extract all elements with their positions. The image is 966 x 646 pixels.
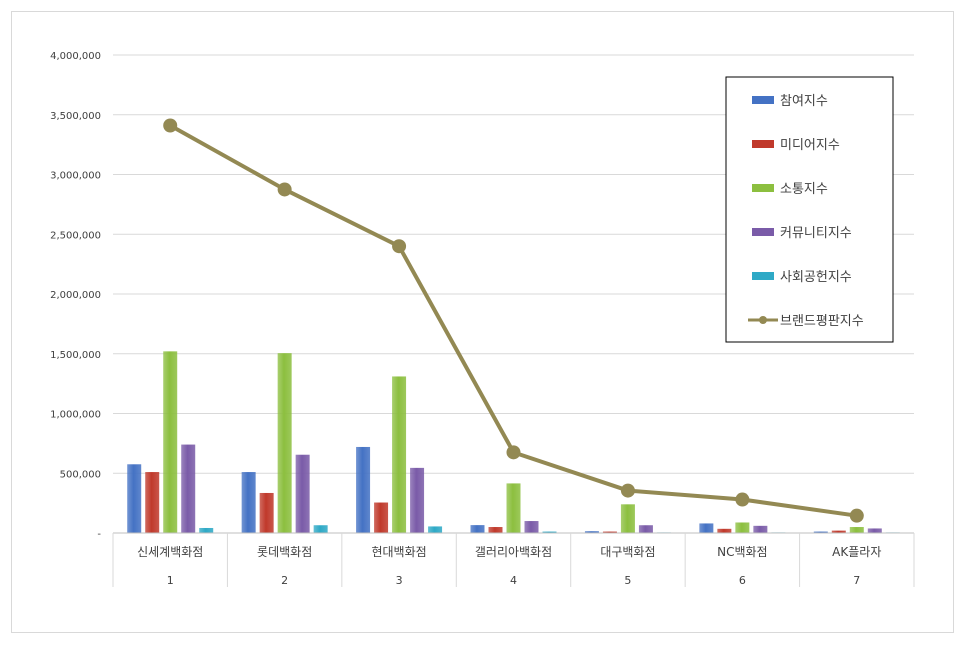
legend-swatch: [752, 140, 774, 148]
legend-label: 미디어지수: [780, 138, 840, 153]
x-index-label: 5: [624, 574, 631, 587]
y-tick-label: 1,000,000: [50, 410, 101, 421]
bar-소통지수-신세계백화점: [163, 351, 178, 533]
legend-label: 소통지수: [780, 182, 828, 197]
bar-미디어지수-AK플라자: [831, 530, 846, 533]
bar-커뮤니티지수-NC백화점: [753, 525, 768, 533]
bar-참여지수-롯데백화점: [241, 472, 256, 533]
legend-swatch: [752, 228, 774, 236]
y-tick-label: 500,000: [60, 469, 101, 480]
bar-커뮤니티지수-AK플라자: [867, 528, 882, 533]
point-브랜드평판지수-신세계백화점: [163, 118, 178, 133]
bar-참여지수-신세계백화점: [127, 464, 142, 533]
bar-사회공헌지수-갤러리아백화점: [542, 531, 557, 533]
x-index-label: 2: [281, 574, 288, 587]
point-브랜드평판지수-NC백화점: [735, 492, 750, 507]
x-category-label: 롯데백화점: [257, 545, 312, 559]
bar-커뮤니티지수-갤러리아백화점: [524, 521, 539, 533]
x-category-label: AK플라자: [832, 545, 881, 559]
bar-커뮤니티지수-현대백화점: [410, 467, 425, 533]
bar-사회공헌지수-신세계백화점: [199, 527, 214, 533]
legend-box: [725, 76, 894, 343]
legend-swatch: [752, 184, 774, 192]
bar-미디어지수-롯데백화점: [259, 492, 274, 533]
bar-미디어지수-신세계백화점: [145, 472, 160, 533]
x-index-label: 7: [853, 574, 860, 587]
bar-series: [127, 351, 900, 533]
bar-참여지수-AK플라자: [813, 531, 828, 533]
bar-미디어지수-갤러리아백화점: [488, 527, 503, 533]
point-브랜드평판지수-대구백화점: [620, 483, 635, 498]
bar-소통지수-현대백화점: [392, 376, 407, 533]
bar-미디어지수-대구백화점: [602, 531, 617, 533]
bar-커뮤니티지수-대구백화점: [638, 525, 653, 533]
legend-swatch: [752, 272, 774, 280]
legend-swatch-marker: [759, 316, 767, 324]
legend-label: 브랜드평판지수: [780, 314, 864, 329]
y-tick-label: 4,000,000: [50, 51, 101, 62]
bar-소통지수-NC백화점: [735, 522, 750, 533]
bar-참여지수-갤러리아백화점: [470, 525, 485, 533]
bar-커뮤니티지수-롯데백화점: [295, 454, 310, 533]
x-index-label: 6: [739, 574, 746, 587]
point-브랜드평판지수-갤러리아백화점: [506, 445, 521, 460]
x-index-label: 4: [510, 574, 517, 587]
bar-참여지수-대구백화점: [584, 531, 599, 533]
legend-label: 커뮤니티지수: [780, 226, 852, 241]
x-category-label: 대구백화점: [600, 545, 655, 559]
x-index-label: 1: [167, 574, 174, 587]
legend-swatch: [752, 96, 774, 104]
y-axis-tick-labels: - 500,000 1,000,000 1,500,000 2,000,000 2,500…: [50, 51, 101, 540]
y-tick-label: 2,500,000: [50, 230, 101, 241]
point-브랜드평판지수-AK플라자: [849, 508, 864, 523]
bar-사회공헌지수-현대백화점: [428, 526, 443, 533]
y-tick-label: 3,500,000: [50, 111, 101, 122]
bar-소통지수-대구백화점: [620, 504, 635, 533]
y-tick-label: -: [97, 529, 101, 540]
bar-소통지수-갤러리아백화점: [506, 483, 521, 533]
bar-커뮤니티지수-신세계백화점: [181, 444, 196, 533]
bar-미디어지수-NC백화점: [717, 528, 732, 533]
bar-미디어지수-현대백화점: [374, 502, 389, 533]
y-tick-label: 2,000,000: [50, 290, 101, 301]
point-브랜드평판지수-롯데백화점: [277, 182, 292, 197]
y-tick-label: 1,500,000: [50, 350, 101, 361]
bar-소통지수-롯데백화점: [277, 353, 292, 533]
bar-참여지수-현대백화점: [356, 446, 371, 533]
x-category-label: 갤러리아백화점: [475, 545, 552, 559]
bar-소통지수-AK플라자: [849, 527, 864, 533]
line-series: [163, 118, 864, 523]
x-category-label: NC백화점: [717, 545, 767, 559]
y-tick-label: 3,000,000: [50, 171, 101, 182]
bar-참여지수-NC백화점: [699, 523, 714, 533]
bar-사회공헌지수-롯데백화점: [313, 525, 328, 533]
x-category-label: 현대백화점: [371, 545, 426, 559]
point-브랜드평판지수-현대백화점: [392, 239, 407, 254]
x-category-label: 신세계백화점: [137, 545, 203, 559]
x-index-label: 3: [396, 574, 403, 587]
legend-label: 사회공헌지수: [780, 270, 852, 285]
legend-label: 참여지수: [780, 94, 828, 109]
x-axis: 신세계백화점 1 롯데백화점 2 현대백화점 3 갤러리아백화점 4 대구백화점 5 NC백화점 6 A…: [112, 532, 915, 587]
